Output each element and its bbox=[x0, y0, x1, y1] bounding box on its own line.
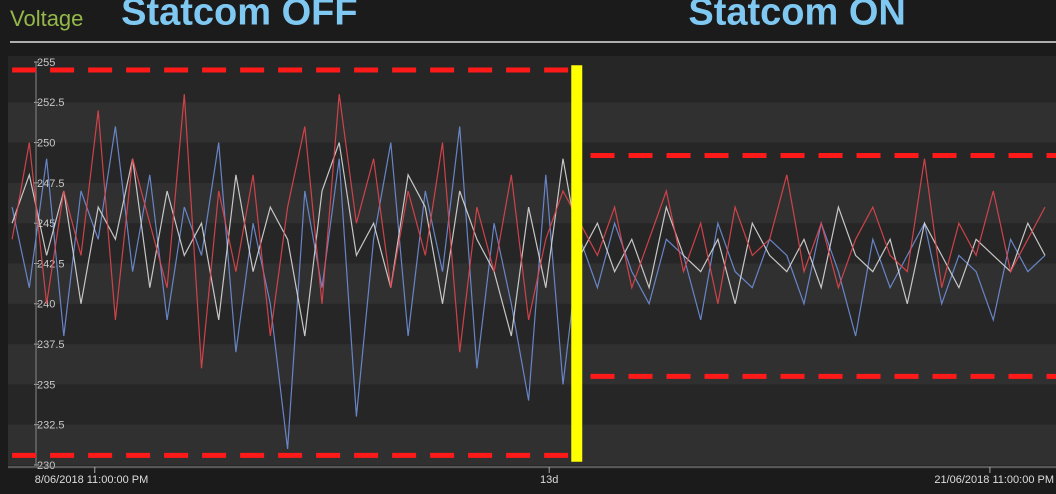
x-tick-label: 13d bbox=[540, 474, 558, 486]
y-tick-label: 255 bbox=[37, 57, 55, 69]
y-tick-label: 237.5 bbox=[37, 339, 65, 351]
x-tick-label: 8/06/2018 11:00:00 PM bbox=[35, 474, 149, 486]
annotation: Statcom OFF bbox=[121, 0, 357, 34]
data-line bbox=[11, 142, 1046, 337]
x-tick-label: 21/06/2018 11:00:00 PM bbox=[934, 474, 1054, 486]
annotation: Statcom ON bbox=[688, 0, 905, 34]
y-tick-label: 240 bbox=[37, 299, 55, 311]
data-line bbox=[11, 126, 1046, 449]
y-tick-label: 232.5 bbox=[37, 420, 65, 432]
grid-band bbox=[8, 424, 1056, 465]
y-tick-label: 230 bbox=[37, 460, 55, 472]
data-line bbox=[11, 94, 1046, 369]
y-tick-label: 245 bbox=[37, 218, 55, 230]
y-tick-label: 250 bbox=[37, 138, 55, 150]
y-tick-label: 242.5 bbox=[37, 258, 65, 270]
grid-band bbox=[8, 102, 1056, 143]
y-tick-label: 235 bbox=[37, 379, 55, 391]
grid-band bbox=[8, 263, 1056, 304]
chart-title: Voltage bbox=[10, 6, 83, 31]
y-tick-label: 252.5 bbox=[37, 97, 65, 109]
y-tick-label: 247.5 bbox=[37, 178, 65, 190]
